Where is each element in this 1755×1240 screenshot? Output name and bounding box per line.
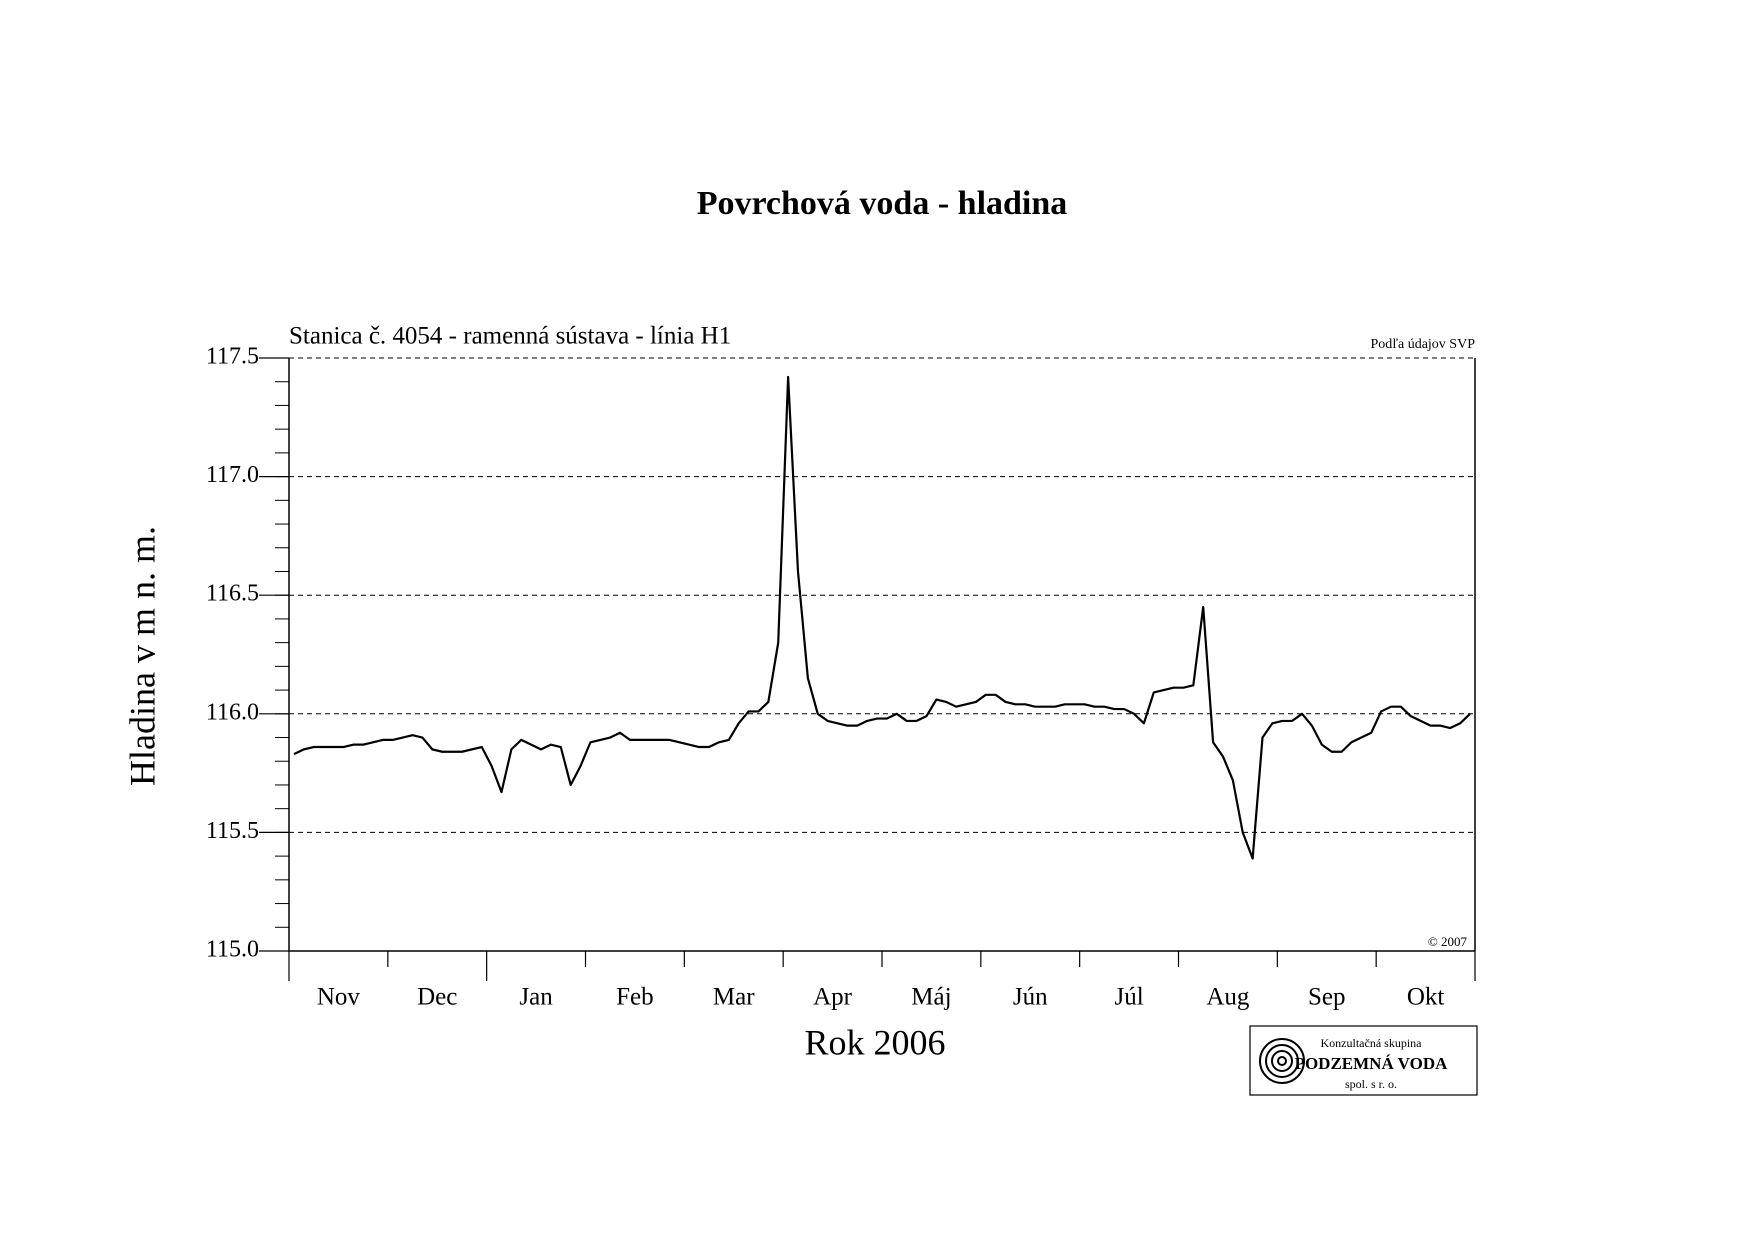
x-tick-label: Feb (616, 984, 654, 1011)
x-tick-label: Júl (1114, 984, 1143, 1011)
x-tick-label: Máj (911, 984, 951, 1011)
logo-line2: PODZEMNÁ VODA (1295, 1054, 1449, 1073)
x-tick-label: Jan (519, 984, 553, 1011)
y-axis-label: Hladina v m n. m. (122, 526, 162, 786)
x-axis-label: Rok 2006 (804, 1022, 945, 1062)
x-tick-label: Jún (1013, 984, 1048, 1011)
logo-box (1249, 1025, 1478, 1096)
data-line (293, 375, 1471, 860)
y-tick-label: 117.5 (206, 344, 259, 370)
x-tick-label: Apr (813, 984, 853, 1011)
source-note: Podľa údajov SVP (1371, 337, 1476, 352)
y-tick-label: 116.0 (206, 699, 259, 725)
logo-line3: spol. s r. o. (1345, 1077, 1397, 1091)
chart-title: Povrchová voda - hladina (697, 185, 1068, 222)
logo-icon (1259, 1038, 1305, 1084)
x-tick-label: Okt (1407, 984, 1445, 1011)
x-tick-label: Aug (1206, 984, 1250, 1011)
subtitle: Stanica č. 4054 - ramenná sústava - líni… (289, 323, 731, 350)
logo-line1: Konzultačná skupina (1321, 1036, 1423, 1050)
y-tick-label: 115.0 (206, 937, 259, 963)
logo: Konzultačná skupina PODZEMNÁ VODA spol. … (1249, 1025, 1478, 1096)
y-tick-label: 117.0 (206, 462, 259, 488)
x-tick-label: Sep (1308, 984, 1346, 1011)
x-tick-label: Dec (417, 984, 457, 1011)
x-tick-label: Mar (713, 984, 755, 1011)
copyright: © 2007 (1428, 934, 1468, 949)
y-tick-label: 116.5 (206, 581, 259, 607)
y-tick-label: 115.5 (206, 818, 259, 844)
x-tick-label: Nov (317, 984, 361, 1011)
